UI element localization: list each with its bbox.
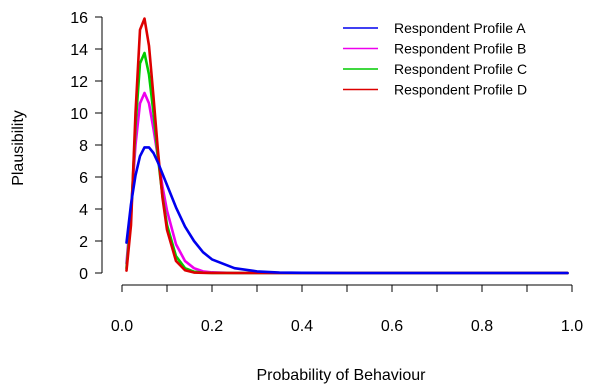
legend-label: Respondent Profile B	[394, 41, 526, 57]
series-line-d	[125, 17, 569, 275]
legend: Respondent Profile A Respondent Profile B…	[343, 20, 527, 98]
series-line-a	[125, 146, 569, 275]
y-axis-title: Plausibility	[10, 110, 27, 186]
y-tick-label: 2	[79, 234, 88, 251]
x-tick-label: 0.0	[111, 318, 133, 335]
legend-label: Respondent Profile D	[394, 82, 527, 98]
x-tick-label: 1.0	[561, 318, 583, 335]
y-tick-label: 10	[70, 106, 88, 123]
x-tick-label: 0.8	[471, 318, 493, 335]
y-tick-label: 0	[79, 266, 88, 283]
y-tick-label: 12	[70, 74, 88, 91]
ticks: 0 2 4 6 8 10 12 14 16 0.0 0.2 0.4 0.6 0.8 1.0	[70, 10, 583, 335]
legend-label: Respondent Profile C	[394, 61, 527, 77]
legend-label: Respondent Profile A	[394, 20, 526, 36]
series-line-b	[125, 91, 569, 275]
x-tick-label: 0.6	[381, 318, 403, 335]
y-tick-label: 4	[79, 202, 88, 219]
y-tick-label: 8	[79, 138, 88, 155]
series-group	[125, 17, 569, 275]
x-tick-label: 0.4	[291, 318, 313, 335]
x-axis-title: Probability of Behaviour	[257, 367, 427, 384]
y-tick-label: 16	[70, 10, 88, 27]
y-tick-label: 14	[70, 42, 88, 59]
y-tick-label: 6	[79, 170, 88, 187]
x-tick-label: 0.2	[201, 318, 223, 335]
